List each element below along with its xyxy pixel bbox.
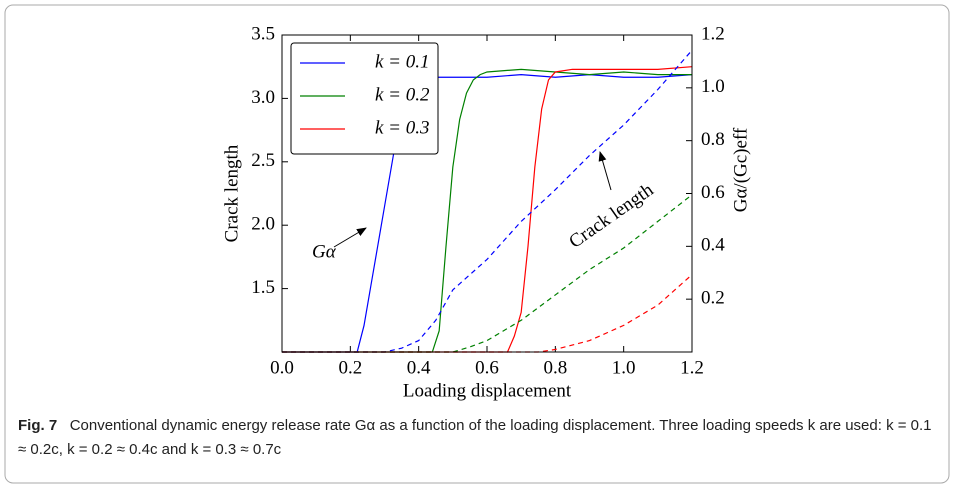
x-tick-label: 0.4 — [407, 357, 431, 378]
series-line — [282, 194, 693, 353]
y2-tick-label: 0.4 — [701, 235, 725, 256]
y-tick-label: 3.0 — [251, 87, 275, 108]
x-axis-label: Loading displacement — [403, 380, 572, 401]
annotation: Crack length — [565, 179, 657, 252]
caption: Fig. 7 Conventional dynamic energy relea… — [18, 414, 933, 462]
legend-label: k = 0.3 — [375, 117, 430, 138]
figure-frame — [4, 4, 950, 484]
series-line — [282, 274, 693, 353]
series-line — [282, 49, 693, 353]
x-tick-label: 1.0 — [612, 357, 636, 378]
y-tick-label: 2.0 — [251, 214, 275, 235]
x-tick-label: 0.6 — [475, 357, 499, 378]
y2-axis-label: Gα/(Gc)eff — [730, 127, 751, 212]
y2-tick-label: 0.8 — [701, 129, 725, 150]
y-tick-label: 2.5 — [251, 150, 275, 171]
y2-tick-label: 1.0 — [701, 76, 725, 97]
annotation-arrow — [333, 227, 367, 248]
y-axis-label: Crack length — [221, 144, 242, 242]
caption-label: Fig. 7 — [18, 417, 58, 434]
annotation: Gα — [312, 241, 337, 262]
y-tick-label: 1.5 — [251, 277, 275, 298]
plot-frame — [281, 34, 693, 353]
x-tick-label: 0.2 — [338, 357, 362, 378]
x-tick-label: 0.0 — [270, 357, 294, 378]
y-tick-label: 3.5 — [251, 23, 275, 44]
series-line — [282, 66, 693, 353]
series-line — [282, 68, 692, 353]
legend-box — [290, 42, 439, 155]
caption-text: Conventional dynamic energy release rate… — [18, 417, 932, 458]
x-tick-label: 1.2 — [680, 357, 704, 378]
y2-tick-label: 0.2 — [701, 288, 725, 309]
y2-tick-label: 0.6 — [701, 182, 725, 203]
y2-tick-label: 1.2 — [701, 23, 725, 44]
legend-label: k = 0.2 — [375, 84, 430, 105]
annotation-arrow — [598, 151, 612, 191]
x-tick-label: 0.8 — [543, 357, 567, 378]
legend-label: k = 0.1 — [375, 51, 430, 72]
